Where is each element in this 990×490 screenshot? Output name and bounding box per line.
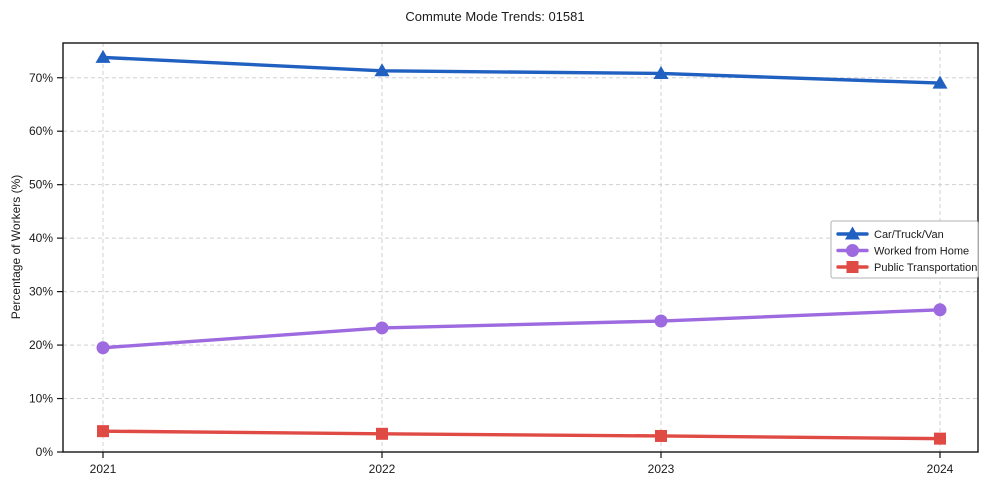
data-point-marker [932, 75, 948, 89]
series-line [101, 55, 942, 85]
y-axis-ticks: 0% 10% 20% 30% 40% 50% 60% 70% [29, 71, 63, 459]
data-series [95, 49, 948, 445]
legend-swatch-marker [846, 261, 859, 273]
x-tick-label: 2021 [90, 462, 117, 476]
data-point-marker [374, 63, 390, 77]
x-tick-label: 2022 [369, 462, 396, 476]
data-point-marker [934, 432, 946, 445]
x-tick-label: 2023 [648, 462, 675, 476]
series-line [101, 429, 942, 441]
data-point-marker [96, 341, 110, 355]
series-line [101, 308, 942, 350]
data-point-marker [376, 427, 388, 440]
y-tick-label: 30% [29, 285, 53, 299]
legend-item-label[interactable]: Car/Truck/Van [874, 229, 944, 241]
data-point-marker [654, 314, 668, 328]
data-point-marker [655, 429, 667, 442]
x-tick-label: 2024 [927, 462, 954, 476]
data-point-marker [653, 65, 669, 79]
data-point-marker [375, 321, 389, 335]
data-point-marker [95, 49, 111, 63]
legend-swatch-marker [846, 244, 859, 257]
data-point-marker [933, 303, 947, 317]
y-tick-label: 20% [29, 338, 53, 352]
data-point-marker [97, 425, 109, 438]
x-axis-ticks: 2021 2022 2023 2024 [90, 452, 954, 476]
legend-item-label[interactable]: Public Transportation [874, 262, 977, 274]
y-tick-label: 0% [36, 445, 54, 459]
y-axis-label: Percentage of Workers (%) [9, 175, 23, 320]
y-tick-label: 10% [29, 392, 53, 406]
y-tick-label: 60% [29, 124, 53, 138]
chart-legend[interactable]: Car/Truck/Van Worked from Home Public Tran… [830, 220, 979, 279]
y-tick-label: 50% [29, 178, 53, 192]
legend-swatch-marker [845, 226, 860, 240]
chart-title: Commute Mode Trends: 01581 [405, 9, 584, 24]
y-tick-label: 70% [29, 71, 53, 85]
legend-item-label[interactable]: Worked from Home [874, 246, 969, 258]
y-tick-label: 40% [29, 231, 53, 245]
